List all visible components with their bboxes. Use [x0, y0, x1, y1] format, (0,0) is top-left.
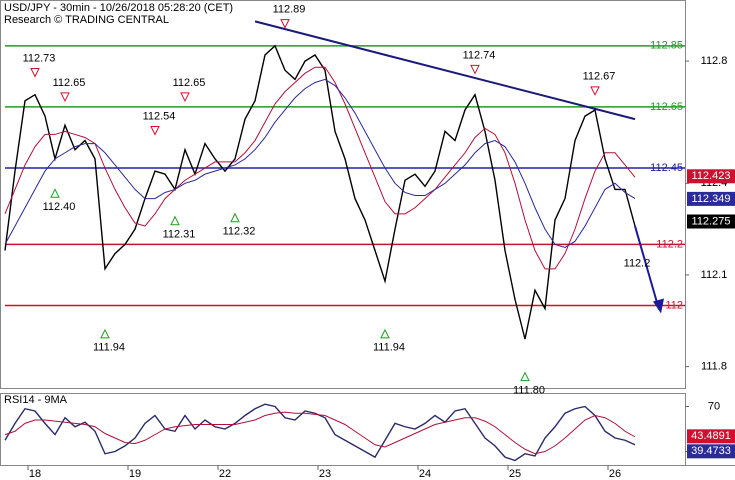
x-tick-label: 24: [419, 468, 431, 480]
price-box-label: 39.4733: [691, 445, 731, 457]
annotation-label: 112.31: [163, 229, 196, 241]
x-tick-label: 18: [29, 468, 41, 480]
high-marker: [470, 64, 480, 75]
projection-arrowhead: [653, 298, 664, 314]
high-marker: [280, 19, 290, 29]
series-line: [4, 44, 636, 340]
annotation-label: 112.65: [53, 77, 86, 89]
annotation-label: 112.67: [583, 71, 616, 83]
chart-title: USD/JPY - 30min - 10/26/2018 05:28:20 (C…: [4, 2, 233, 14]
level-label: 112.2: [656, 238, 683, 250]
annotation-label: 112.73: [23, 52, 56, 64]
price-box: [687, 169, 735, 184]
price-box-label: 112.275: [692, 215, 731, 227]
level-label: 112: [665, 299, 683, 311]
level-label: 112.85: [650, 40, 683, 52]
high-marker: [60, 92, 70, 103]
low-marker: [520, 371, 530, 382]
low-marker: [230, 212, 240, 223]
high-marker: [180, 92, 190, 103]
high-marker: [590, 86, 600, 96]
y-tick-label: 111.8: [701, 361, 727, 373]
level-label: 112.65: [650, 101, 683, 113]
x-tick-label: 22: [219, 468, 231, 480]
series-line: [4, 403, 636, 462]
low-marker: [50, 188, 60, 198]
annotation-label: 112.54: [143, 110, 176, 122]
price-box: [687, 191, 735, 206]
projection-label: 112.2: [624, 257, 651, 269]
x-tick-label: 23: [319, 468, 331, 480]
x-tick-label: 26: [609, 468, 621, 480]
price-box-label: 112.349: [692, 193, 731, 205]
high-marker: [30, 67, 40, 78]
rsi-title: RSI14 - 9MA: [4, 394, 68, 406]
high-marker: [150, 126, 160, 136]
chart-subtitle: Research © TRADING CENTRAL: [4, 14, 169, 26]
price-box: [687, 214, 735, 229]
price-box-label: 112.423: [692, 170, 731, 182]
annotation-label: 112.74: [463, 49, 496, 61]
low-marker: [100, 328, 110, 339]
series-line: [4, 66, 636, 270]
price-box-label: 43.4891: [691, 430, 731, 442]
annotation-label: 112.32: [223, 226, 256, 238]
x-tick-label: 25: [509, 468, 521, 480]
y-tick-label: 112.1: [701, 269, 728, 281]
series-line: [4, 78, 636, 249]
trendline: [254, 20, 636, 121]
projection-arrow: [634, 225, 660, 310]
low-marker: [170, 215, 180, 226]
annotation-label: 112.40: [43, 201, 76, 213]
main-panel: [0, 0, 686, 389]
series-line: [4, 411, 636, 455]
x-tick-label: 19: [129, 468, 141, 480]
price-box: [687, 444, 735, 459]
annotation-label: 111.80: [513, 385, 545, 397]
price-box: [687, 429, 735, 444]
annotation-label: 112.89: [273, 4, 306, 16]
annotation-label: 111.94: [93, 342, 125, 354]
y-tick-label: 112.8: [701, 55, 728, 67]
annotation-label: 111.94: [373, 342, 405, 354]
low-marker: [380, 328, 390, 339]
level-label: 112.45: [650, 162, 683, 174]
annotation-label: 112.65: [173, 77, 206, 89]
y-tick-label: 70: [708, 400, 720, 412]
